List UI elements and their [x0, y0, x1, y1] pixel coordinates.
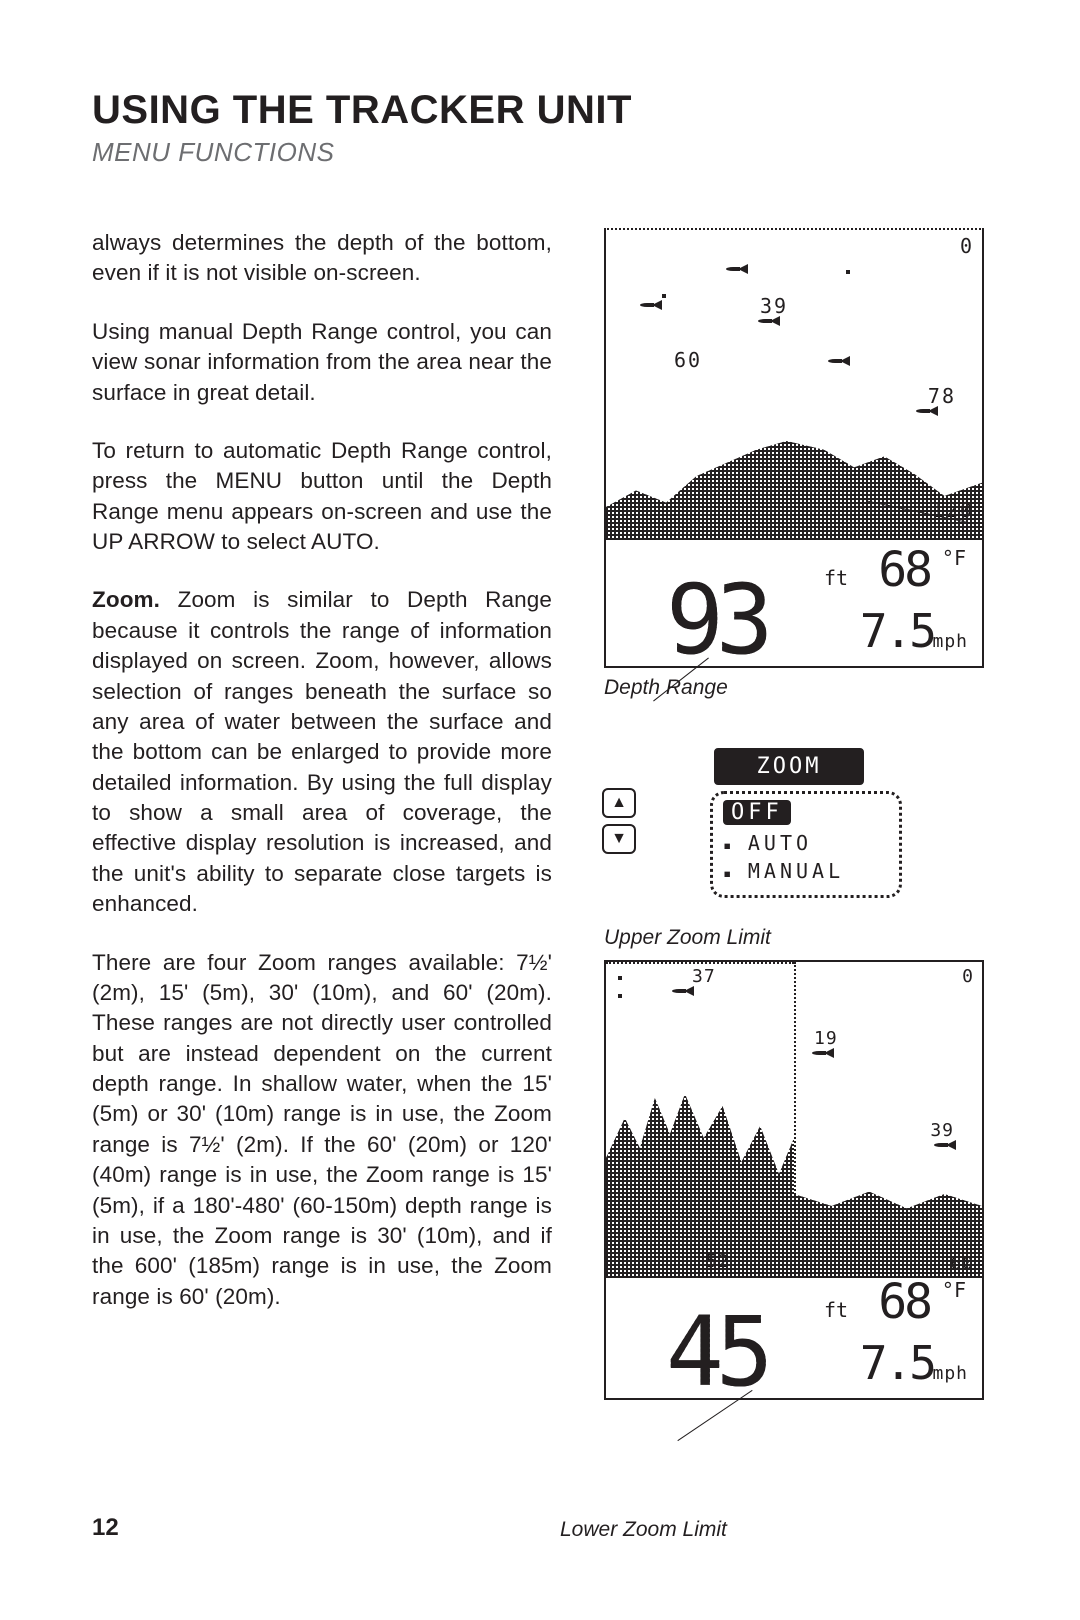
scale-0: 0 — [960, 234, 974, 258]
dot — [618, 994, 622, 998]
paragraph-3: To return to automatic Depth Range contr… — [92, 436, 552, 558]
unit-degf: °F — [942, 546, 966, 570]
zoom-menu-title: ZOOM — [714, 748, 864, 785]
down-arrow-button[interactable]: ▼ — [602, 824, 636, 854]
fish-icon — [916, 406, 938, 416]
unit-degf: °F — [942, 1278, 966, 1302]
label-60: 60 — [950, 1253, 974, 1274]
figure-zoom-split: 37 0 19 39 60 52 45 ft 68 °F — [604, 960, 984, 1400]
temp-readout: 68 — [878, 542, 930, 598]
label-0: 0 — [962, 966, 974, 987]
zoom-option-manual[interactable]: MANUAL — [723, 857, 889, 885]
dot — [846, 270, 850, 274]
caption-depth-range: Depth Range — [604, 676, 988, 700]
paragraph-1: always determines the depth of the botto… — [92, 228, 552, 289]
label-39: 39 — [930, 1120, 954, 1141]
readout-row: 45 ft 68 °F 7.5 mph — [666, 1274, 974, 1392]
label-78: 78 — [928, 384, 956, 408]
unit-mph: mph — [932, 1363, 968, 1384]
caption-upper-zoom: Upper Zoom Limit — [604, 926, 988, 950]
fish-icon — [726, 264, 748, 274]
label-52: 52 — [706, 1251, 730, 1272]
fish-icon — [672, 986, 694, 996]
fish-icon — [640, 300, 662, 310]
left-column: always determines the depth of the botto… — [92, 228, 552, 1400]
unit-mph: mph — [932, 631, 968, 652]
fish-icon — [828, 356, 850, 366]
unit-ft: ft — [824, 566, 848, 590]
sonar-terrain — [606, 430, 982, 540]
paragraph-4-body: Zoom is similar to Depth Range because i… — [92, 587, 552, 916]
unit-ft: ft — [824, 1298, 848, 1322]
caption-lower-zoom: Lower Zoom Limit — [560, 1518, 727, 1542]
speed-readout: 7.5 — [860, 604, 934, 658]
temp-readout: 68 — [878, 1274, 930, 1330]
up-arrow-button[interactable]: ▲ — [602, 788, 636, 818]
zoom-options-box: OFF AUTO MANUAL — [710, 791, 902, 898]
zoom-left-pane: 37 — [606, 962, 794, 1278]
page-title: USING THE TRACKER UNIT — [92, 88, 988, 133]
zoom-option-auto[interactable]: AUTO — [723, 829, 889, 857]
paragraph-4-lead: Zoom. — [92, 587, 160, 612]
label-19: 19 — [814, 1028, 838, 1049]
paragraph-2: Using manual Depth Range control, you ca… — [92, 317, 552, 408]
fish-icon — [812, 1048, 834, 1058]
speed-readout: 7.5 — [860, 1336, 934, 1390]
fish-icon — [934, 1140, 956, 1150]
sonar-terrain-left — [606, 1078, 794, 1278]
depth-readout: 45 — [666, 1313, 766, 1392]
page-subtitle: MENU FUNCTIONS — [92, 137, 988, 168]
depth-readout: 93 — [666, 581, 766, 660]
paragraph-4: Zoom. Zoom is similar to Depth Range bec… — [92, 585, 552, 919]
right-column: 0 39 60 78 120 93 ft 68 °F 7.5 mph — [596, 228, 988, 1400]
paragraph-5: There are four Zoom ranges available: 7½… — [92, 948, 552, 1313]
label-39: 39 — [760, 294, 788, 318]
dot — [662, 294, 666, 298]
label-60: 60 — [674, 348, 702, 372]
page-number: 12 — [92, 1514, 119, 1542]
figure-zoom-menu: ZOOM ▲ ▼ OFF AUTO MANUAL — [596, 748, 988, 898]
zoom-option-off[interactable]: OFF — [723, 800, 791, 825]
label-37: 37 — [692, 966, 716, 987]
fish-icon — [758, 316, 780, 326]
zoom-right-pane: 0 19 39 60 — [794, 962, 982, 1278]
dot — [618, 976, 622, 980]
readout-row: 93 ft 68 °F 7.5 mph — [666, 542, 974, 660]
figure-depth-range: 0 39 60 78 120 93 ft 68 °F 7.5 mph — [604, 228, 984, 668]
content-columns: always determines the depth of the botto… — [92, 228, 988, 1400]
